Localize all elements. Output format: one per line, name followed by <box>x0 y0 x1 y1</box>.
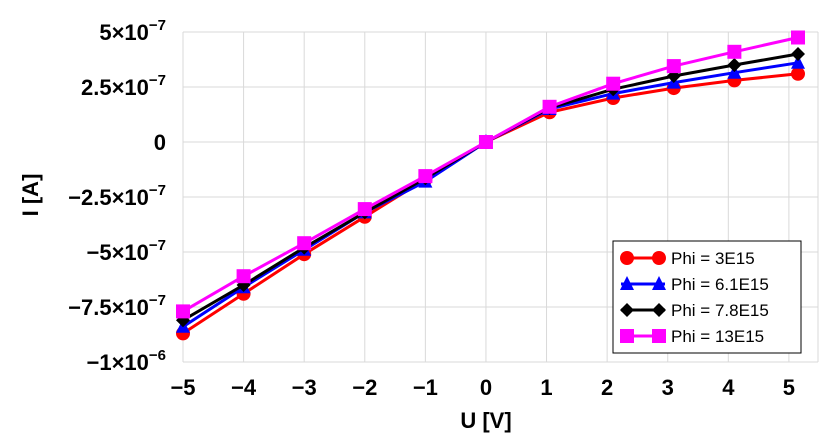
data-point-triangle <box>652 276 666 290</box>
data-point-square <box>791 30 805 45</box>
data-point-square <box>357 202 372 217</box>
grid-lines <box>182 31 819 363</box>
y-tick-label: −1×10−6 <box>86 347 166 375</box>
x-tick-label: 0 <box>480 375 492 400</box>
data-point-square <box>620 329 634 343</box>
x-tick-label: −1 <box>413 375 438 400</box>
y-tick-label: −5×10−7 <box>86 237 166 265</box>
x-tick-label: −2 <box>352 375 377 400</box>
legend-label: Phi = 6.1E15 <box>671 275 769 294</box>
y-tick-label: 5×10−7 <box>99 17 166 45</box>
legend-label: Phi = 7.8E15 <box>671 301 769 320</box>
legend-item: Phi = 13E15 <box>620 327 764 346</box>
legend-box <box>612 240 802 354</box>
data-point-circle <box>652 251 666 265</box>
series-layer <box>176 30 805 341</box>
x-tick-label: 5 <box>783 375 795 400</box>
data-point-square <box>652 329 666 343</box>
legend-label: Phi = 13E15 <box>671 327 764 346</box>
x-axis-title: U [V] <box>460 408 511 433</box>
x-tick-label: 3 <box>662 375 674 400</box>
data-point-triangle <box>791 54 805 69</box>
y-tick-label: 0 <box>154 130 166 155</box>
data-point-square <box>542 99 557 114</box>
series-4 <box>176 30 805 319</box>
x-tick-label: −5 <box>170 375 195 400</box>
data-point-triangle <box>620 276 634 290</box>
x-tick-label: 4 <box>722 375 735 400</box>
legend-label: Phi = 3E15 <box>671 249 755 268</box>
y-tick-label: −2.5×10−7 <box>68 182 166 210</box>
x-tick-label: −4 <box>231 375 257 400</box>
y-tick-label: 2.5×10−7 <box>81 72 166 100</box>
data-point-diamond <box>652 303 666 317</box>
legend-item: Phi = 6.1E15 <box>620 275 769 294</box>
legend-item: Phi = 3E15 <box>620 249 755 268</box>
x-tick-label: 2 <box>601 375 613 400</box>
legend-item: Phi = 7.8E15 <box>620 301 769 320</box>
y-axis-title: I [A] <box>18 174 43 217</box>
data-point-square <box>297 236 312 251</box>
legend: Phi = 3E15 Phi = 6.1E15 Phi = 7.8E15 Phi = … <box>612 240 802 354</box>
y-tick-label: −7.5×10−7 <box>68 292 166 320</box>
data-point-square <box>666 59 681 74</box>
data-point-diamond <box>727 58 742 72</box>
y-tick-labels: 5×10−7 2.5×10−7 0 −2.5×10−7 −5×10−7 −7.5×10−7… <box>68 17 166 375</box>
data-point-square <box>606 76 621 91</box>
data-point-diamond <box>791 47 805 61</box>
data-point-square <box>478 135 493 149</box>
data-point-circle <box>620 251 634 265</box>
x-tick-label: −3 <box>292 375 317 400</box>
x-tick-label: 1 <box>540 375 552 400</box>
x-tick-labels: −5 −4 −3 −2 −1 0 1 2 3 4 5 <box>170 375 795 400</box>
data-point-square <box>727 44 742 59</box>
data-point-square <box>176 304 190 319</box>
data-point-diamond <box>620 303 634 317</box>
data-point-square <box>418 169 433 184</box>
data-point-square <box>236 269 251 284</box>
data-point-circle <box>791 66 805 81</box>
